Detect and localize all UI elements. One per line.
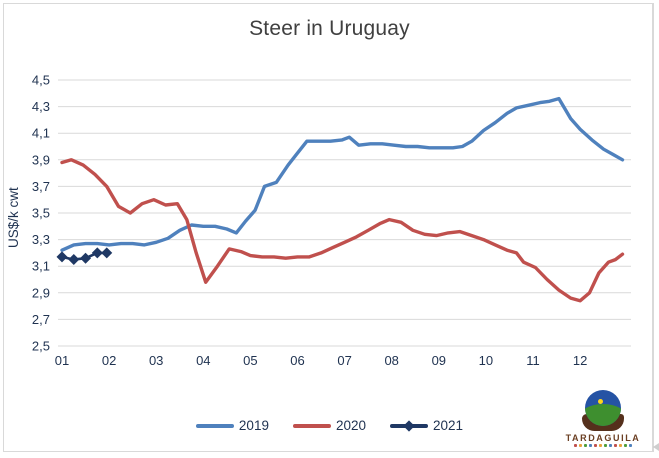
x-tick-label: 04 <box>196 353 210 368</box>
legend-item-2020: 2020 <box>292 418 367 433</box>
legend-swatch-2019 <box>195 423 234 428</box>
diamond-marker-icon <box>403 419 415 432</box>
data-point-marker-2021 <box>68 254 80 266</box>
y-tick-label: 3,7 <box>32 179 50 194</box>
y-tick-label: 3,9 <box>32 152 50 167</box>
chart-frame <box>3 3 654 452</box>
y-tick-label: 2,5 <box>32 339 50 354</box>
legend-item-2021: 2021 <box>390 418 463 433</box>
legend-label-2021: 2021 <box>433 418 464 433</box>
y-tick-label: 3,3 <box>32 232 50 247</box>
x-tick-label: 10 <box>479 353 493 368</box>
x-tick-label: 01 <box>55 353 69 368</box>
tardaguila-logo: TARDAGUILA <box>557 390 649 447</box>
data-point-marker-2021 <box>101 247 113 259</box>
y-tick-label: 4,1 <box>32 126 50 141</box>
data-point-marker-2021 <box>91 247 103 259</box>
chart-legend: 2019 2020 2021 <box>0 418 659 433</box>
data-point-marker-2021 <box>80 252 92 264</box>
y-tick-label: 4,5 <box>32 73 50 88</box>
y-tick-label: 2,7 <box>32 312 50 327</box>
logo-subtext-dots <box>557 444 649 447</box>
legend-swatch-2020 <box>292 423 331 428</box>
x-tick-label: 07 <box>337 353 351 368</box>
x-tick-label: 05 <box>243 353 257 368</box>
logo-brand-text: TARDAGUILA <box>565 433 641 443</box>
series-line-2020 <box>60 158 625 303</box>
y-tick-label: 2,9 <box>32 285 50 300</box>
x-tick-label: 08 <box>384 353 398 368</box>
chart-title: Steer in Uruguay <box>249 17 410 40</box>
x-tick-label: 03 <box>149 353 163 368</box>
data-point-marker-2021 <box>56 251 68 263</box>
x-tick-label: 09 <box>432 353 446 368</box>
globe-icon <box>582 390 624 432</box>
y-tick-label: 3,1 <box>32 259 50 274</box>
legend-label-2019: 2019 <box>238 418 269 433</box>
x-tick-label: 02 <box>102 353 116 368</box>
legend-swatch-2021 <box>390 419 429 432</box>
legend-item-2019: 2019 <box>195 418 269 433</box>
y-tick-label: 4,3 <box>32 99 50 114</box>
y-tick-label: 3,5 <box>32 206 50 221</box>
x-tick-label: 11 <box>526 353 540 368</box>
x-tick-label: 06 <box>290 353 304 368</box>
legend-label-2020: 2020 <box>335 418 367 433</box>
corner-artifact <box>653 443 659 451</box>
series-line-2019 <box>60 96 625 252</box>
x-tick-label: 12 <box>573 353 587 368</box>
